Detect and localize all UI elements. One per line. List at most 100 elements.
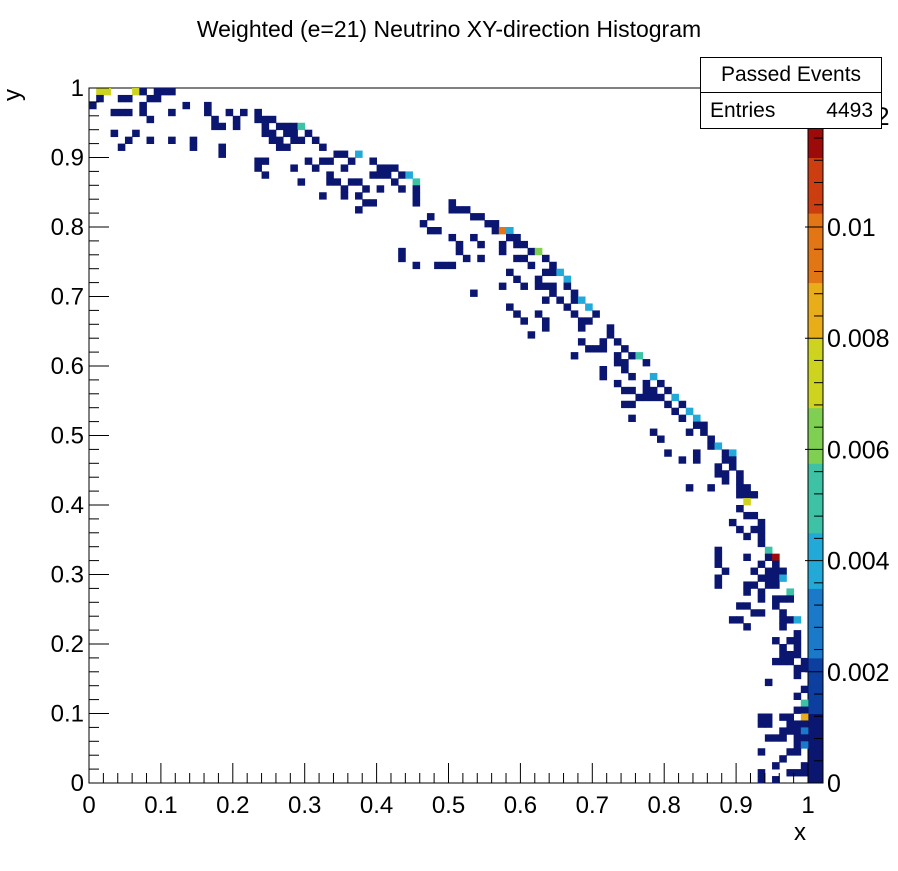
histogram-cell bbox=[319, 143, 327, 151]
histogram-cell bbox=[628, 414, 636, 422]
histogram-cell bbox=[772, 553, 780, 561]
histogram-cell bbox=[757, 720, 766, 728]
histogram-cell bbox=[225, 108, 234, 117]
x-tick-label: 0.8 bbox=[648, 792, 681, 819]
palette-segment bbox=[808, 157, 823, 172]
histogram-cell bbox=[772, 637, 780, 645]
histogram-cell bbox=[577, 317, 586, 325]
histogram-cell bbox=[168, 136, 176, 144]
histogram-cell bbox=[383, 171, 392, 179]
histogram-cell bbox=[390, 178, 399, 186]
histogram-cell bbox=[692, 456, 701, 464]
histogram-cell bbox=[779, 644, 787, 652]
histogram-cell bbox=[707, 442, 715, 450]
histogram-cell bbox=[434, 261, 442, 270]
histogram-cell bbox=[211, 122, 219, 131]
histogram-cell bbox=[750, 567, 759, 575]
histogram-cell bbox=[513, 233, 521, 242]
histogram-cell bbox=[491, 220, 500, 228]
y-tick-label: 0 bbox=[71, 770, 84, 797]
histogram-cell bbox=[261, 122, 270, 131]
histogram-cell bbox=[750, 525, 759, 534]
histogram-cell bbox=[707, 435, 715, 443]
histogram-cell bbox=[635, 393, 644, 402]
histogram-cell bbox=[477, 213, 485, 221]
histogram-cell bbox=[218, 143, 227, 151]
histogram-cell bbox=[189, 143, 198, 151]
histogram-cell bbox=[549, 282, 557, 290]
y-tick-label: 0.5 bbox=[51, 423, 84, 450]
histogram-cell bbox=[793, 671, 802, 680]
histogram-cell bbox=[498, 227, 507, 235]
palette-segment bbox=[808, 310, 823, 325]
palette-segment bbox=[808, 240, 823, 256]
histogram-cell bbox=[764, 720, 773, 728]
histogram-cell bbox=[455, 247, 464, 256]
histogram-cell bbox=[606, 331, 615, 339]
histogram-cell bbox=[628, 372, 636, 381]
histogram-cell bbox=[772, 581, 780, 589]
palette-segment bbox=[808, 199, 823, 214]
histogram-cell bbox=[793, 769, 802, 777]
stats-box-name: Passed Events bbox=[701, 58, 881, 93]
histogram-cell bbox=[635, 352, 644, 360]
palette-segment bbox=[808, 588, 823, 603]
x-tick-label: 0.3 bbox=[288, 792, 321, 819]
histogram-cell bbox=[779, 609, 787, 617]
histogram-cell bbox=[599, 345, 608, 353]
palette-segment bbox=[808, 644, 823, 659]
histogram-cell bbox=[779, 727, 787, 735]
z-tick-label: 0.006 bbox=[827, 436, 890, 464]
histogram-cell bbox=[570, 296, 579, 304]
histogram-cell bbox=[793, 692, 802, 700]
histogram-cell bbox=[671, 393, 679, 402]
histogram-cell bbox=[800, 769, 809, 777]
histogram-cell bbox=[800, 706, 809, 714]
histogram-cell bbox=[412, 185, 421, 193]
histogram-cell bbox=[448, 199, 457, 207]
palette-segment bbox=[808, 616, 823, 631]
histogram-cell bbox=[786, 713, 795, 721]
histogram-cell bbox=[657, 379, 665, 388]
histogram-cell bbox=[520, 317, 528, 325]
palette-segment bbox=[808, 727, 823, 742]
histogram-cell bbox=[678, 400, 687, 409]
histogram-cell bbox=[779, 713, 787, 721]
histogram-cell bbox=[577, 338, 586, 346]
histogram-cell bbox=[736, 616, 744, 624]
histogram-cell bbox=[139, 108, 147, 117]
x-tick-label: 0.5 bbox=[432, 792, 465, 819]
histogram-cell bbox=[448, 233, 457, 242]
histogram-cell bbox=[786, 720, 795, 728]
histogram-cell bbox=[412, 192, 421, 200]
histogram-cell bbox=[484, 220, 493, 228]
histogram-cell bbox=[743, 623, 751, 631]
histogram-cell bbox=[621, 359, 629, 367]
histogram-cell bbox=[570, 310, 579, 318]
histogram-cell bbox=[714, 470, 723, 478]
histogram-cell bbox=[153, 88, 162, 96]
histogram-cell bbox=[498, 240, 507, 249]
histogram-cell bbox=[189, 136, 198, 144]
histogram-cell bbox=[398, 247, 406, 256]
histogram-cell bbox=[506, 303, 514, 311]
palette-segment bbox=[808, 560, 823, 575]
palette-segment bbox=[808, 685, 823, 701]
histogram-cell bbox=[779, 734, 787, 742]
histogram-cell bbox=[757, 532, 766, 541]
histogram-cell bbox=[692, 414, 701, 422]
histogram-cell bbox=[757, 539, 766, 548]
histogram-cell bbox=[153, 94, 162, 103]
histogram-cell bbox=[563, 282, 572, 290]
histogram-cell bbox=[592, 310, 600, 318]
histogram-cell bbox=[283, 129, 291, 138]
histogram-cell bbox=[793, 644, 802, 652]
histogram-cell bbox=[383, 164, 392, 172]
histogram-cell bbox=[750, 609, 759, 617]
histogram-cell bbox=[290, 129, 298, 138]
histogram-cell bbox=[642, 359, 651, 367]
histogram-cell bbox=[340, 164, 349, 172]
histogram-cell bbox=[297, 136, 306, 144]
